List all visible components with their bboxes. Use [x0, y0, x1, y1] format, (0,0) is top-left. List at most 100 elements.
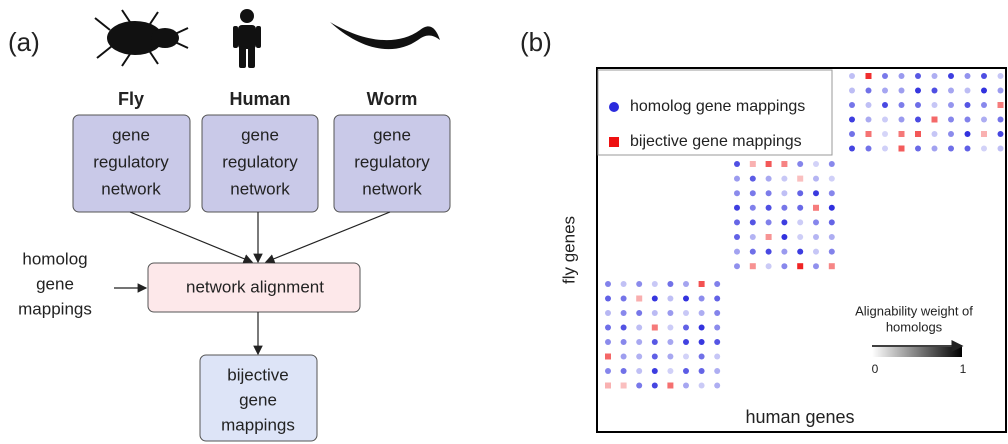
arrow	[266, 212, 390, 262]
homolog-marker	[797, 205, 803, 211]
homolog-marker	[899, 88, 905, 94]
homolog-marker	[734, 161, 740, 167]
homolog-marker	[750, 190, 756, 196]
homolog-marker	[621, 310, 627, 316]
bijective-marker	[915, 131, 921, 137]
homolog-marker	[667, 354, 673, 360]
homolog-marker	[866, 117, 872, 123]
homolog-marker	[605, 281, 611, 287]
homolog-marker	[734, 176, 740, 182]
homolog-marker	[915, 102, 921, 108]
legend-marker	[609, 137, 619, 147]
bijective-marker	[605, 354, 611, 360]
colorbar-title: Alignability weight of	[855, 303, 973, 318]
homolog-marker	[813, 161, 819, 167]
bijective-marker	[781, 161, 787, 167]
homolog-marker	[866, 146, 872, 152]
homolog-marker	[636, 354, 642, 360]
alignment-text: network alignment	[186, 277, 324, 296]
input-text: gene	[36, 274, 74, 293]
page: {"panel_a":{"label":"(a)", "species":[ {…	[0, 0, 1008, 444]
homolog-marker	[667, 339, 673, 345]
bijective-marker	[636, 296, 642, 302]
homolog-marker	[981, 146, 987, 152]
homolog-marker	[766, 205, 772, 211]
homolog-marker	[781, 234, 787, 240]
homolog-marker	[734, 219, 740, 225]
homolog-marker	[714, 325, 720, 331]
homolog-marker	[667, 368, 673, 374]
homolog-marker	[714, 368, 720, 374]
homolog-marker	[699, 296, 705, 302]
homolog-marker	[636, 310, 642, 316]
homolog-marker	[699, 325, 705, 331]
homolog-marker	[699, 310, 705, 316]
homolog-marker	[813, 263, 819, 269]
homolog-marker	[998, 131, 1004, 137]
output-text: mappings	[221, 415, 295, 434]
x-axis-label: human genes	[745, 407, 854, 427]
output-text: bijective	[227, 365, 288, 384]
homolog-marker	[621, 296, 627, 302]
homolog-marker	[699, 383, 705, 389]
homolog-marker	[714, 281, 720, 287]
box-text: gene	[241, 125, 279, 144]
homolog-marker	[829, 161, 835, 167]
homolog-marker	[766, 219, 772, 225]
homolog-marker	[652, 281, 658, 287]
homolog-marker	[829, 176, 835, 182]
homolog-marker	[636, 383, 642, 389]
homolog-marker	[813, 234, 819, 240]
homolog-marker	[813, 219, 819, 225]
homolog-marker	[683, 354, 689, 360]
homolog-marker	[750, 205, 756, 211]
homolog-marker	[882, 88, 888, 94]
homolog-marker	[605, 310, 611, 316]
homolog-marker	[766, 263, 772, 269]
panel-label: (b)	[520, 27, 552, 57]
homolog-marker	[621, 281, 627, 287]
bijective-marker	[750, 161, 756, 167]
worm-icon	[330, 22, 440, 49]
legend-text: homolog gene mappings	[630, 98, 805, 115]
homolog-marker	[829, 190, 835, 196]
homolog-marker	[683, 368, 689, 374]
bijective-marker	[998, 102, 1004, 108]
homolog-marker	[667, 325, 673, 331]
box-text: network	[101, 179, 161, 198]
arrow	[130, 212, 252, 262]
homolog-marker	[849, 146, 855, 152]
homolog-marker	[781, 190, 787, 196]
homolog-marker	[932, 73, 938, 79]
homolog-marker	[683, 339, 689, 345]
homolog-marker	[829, 219, 835, 225]
homolog-marker	[829, 234, 835, 240]
bijective-marker	[605, 383, 611, 389]
homolog-marker	[981, 117, 987, 123]
panel-label: (a)	[8, 27, 40, 57]
homolog-marker	[652, 354, 658, 360]
bijective-marker	[766, 161, 772, 167]
homolog-marker	[699, 354, 705, 360]
homolog-marker	[750, 219, 756, 225]
homolog-marker	[683, 310, 689, 316]
bijective-marker	[621, 383, 627, 389]
homolog-marker	[882, 73, 888, 79]
box-text: regulatory	[222, 152, 298, 171]
bijective-marker	[866, 73, 872, 79]
homolog-marker	[699, 368, 705, 374]
homolog-marker	[948, 131, 954, 137]
homolog-marker	[734, 249, 740, 255]
fly-icon	[95, 10, 188, 66]
bijective-marker	[797, 176, 803, 182]
homolog-marker	[965, 102, 971, 108]
homolog-marker	[781, 205, 787, 211]
homolog-marker	[781, 263, 787, 269]
homolog-marker	[829, 249, 835, 255]
homolog-marker	[965, 88, 971, 94]
homolog-marker	[621, 339, 627, 345]
homolog-marker	[948, 73, 954, 79]
homolog-marker	[915, 73, 921, 79]
bijective-marker	[932, 117, 938, 123]
homolog-marker	[636, 281, 642, 287]
